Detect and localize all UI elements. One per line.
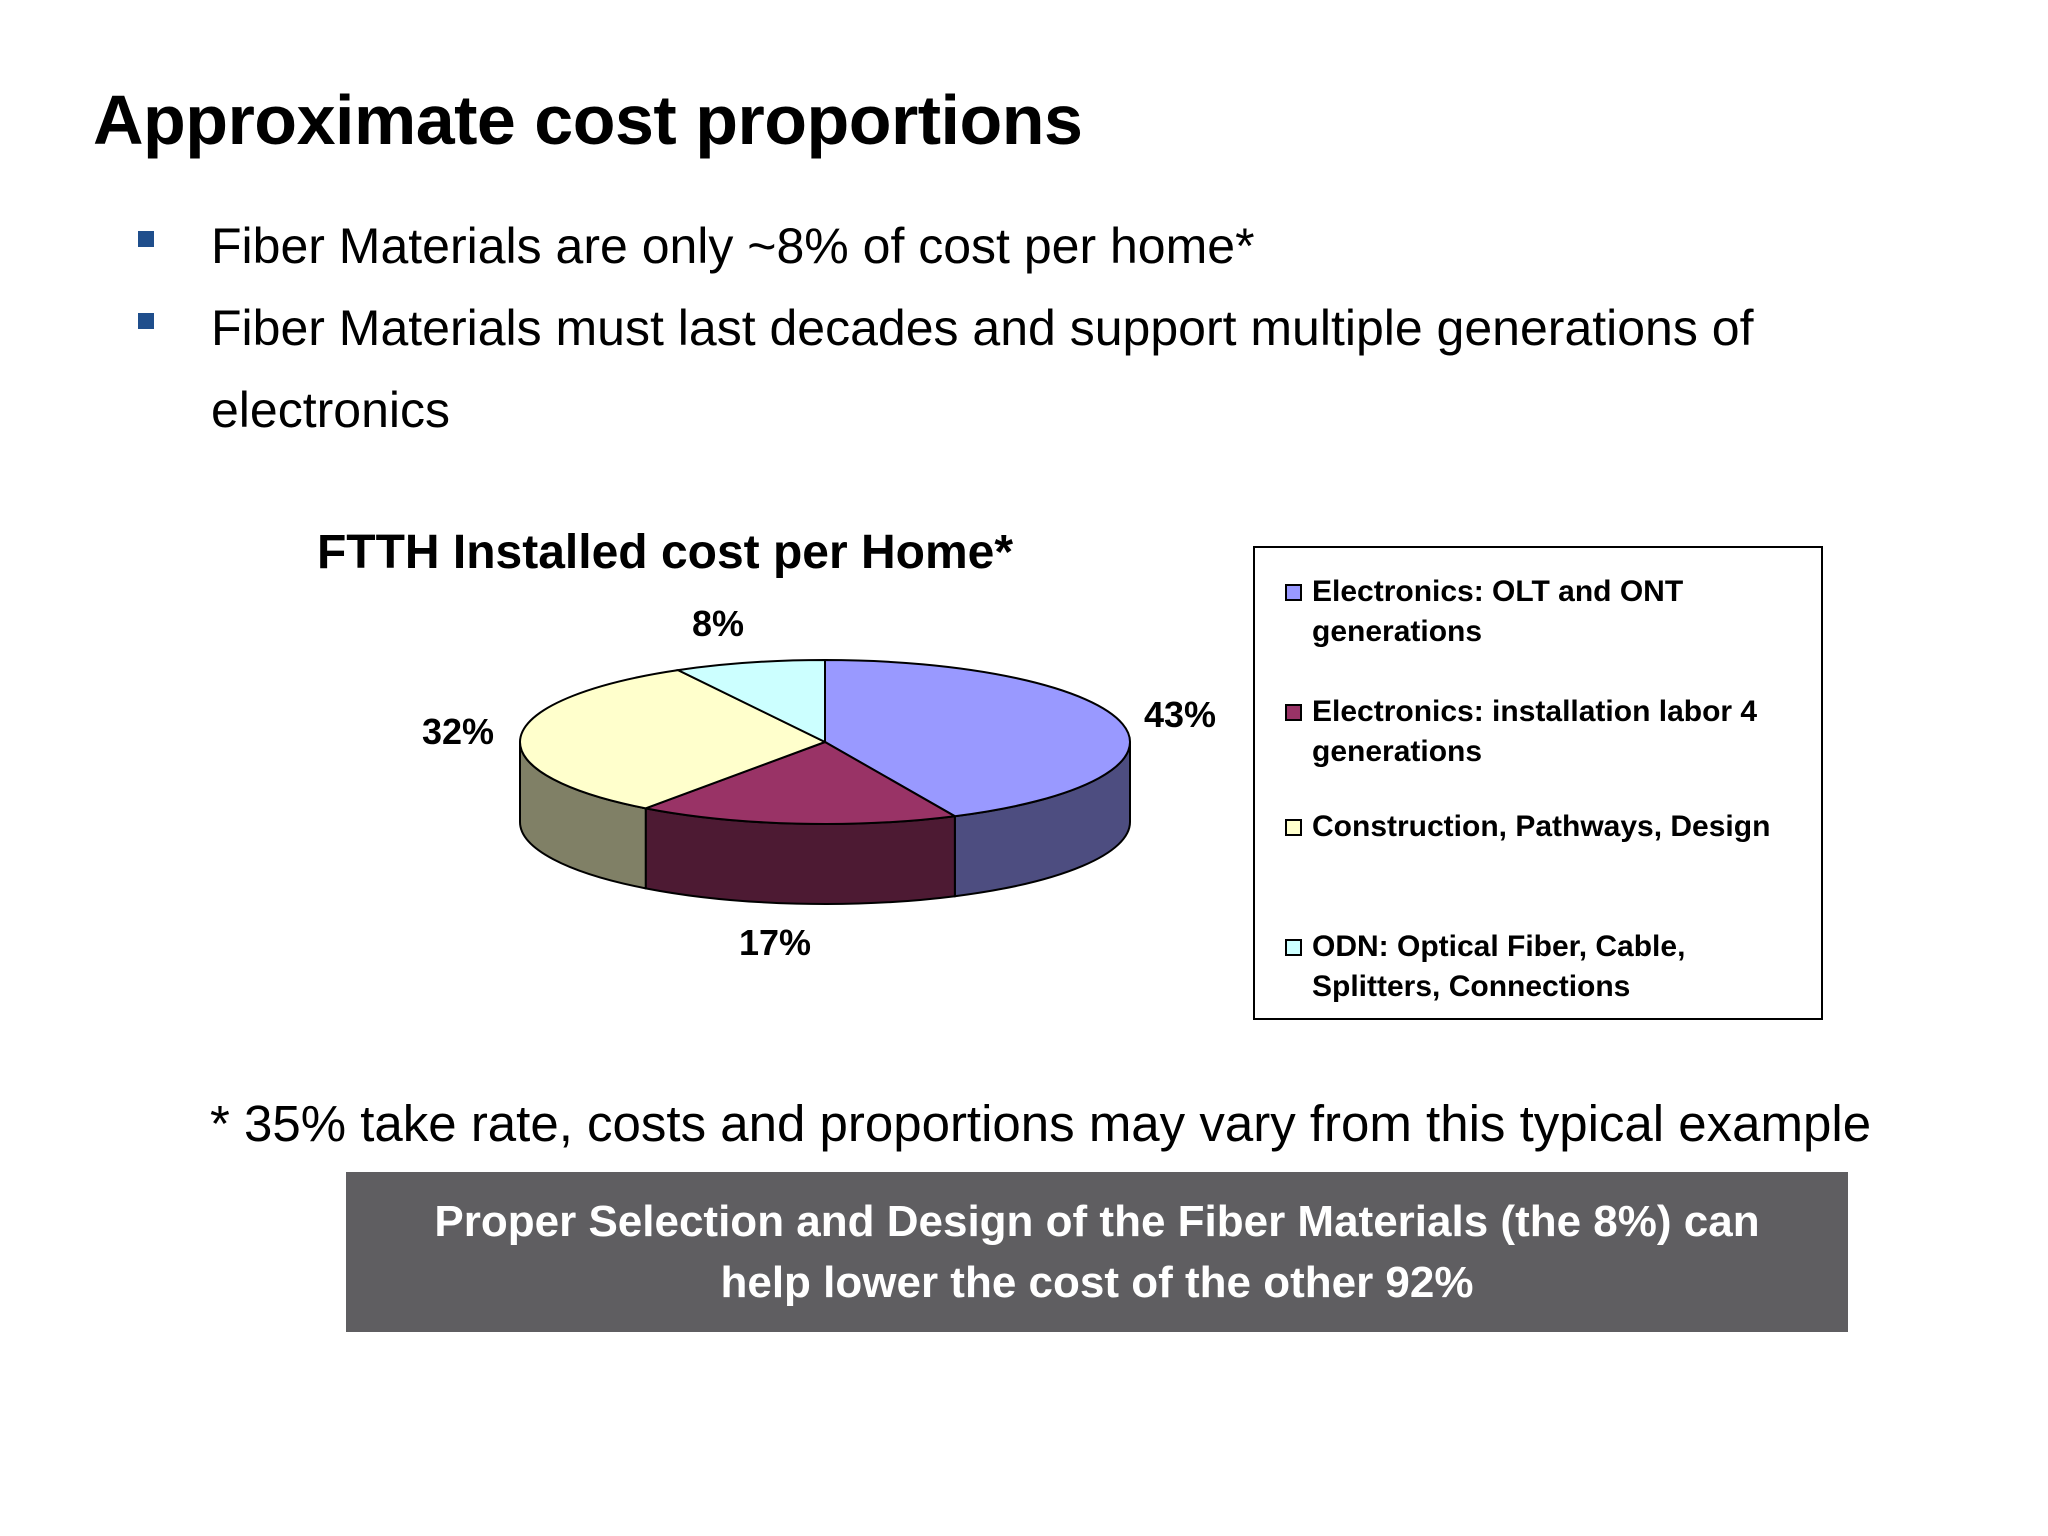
square-bullet-icon [138, 231, 154, 247]
legend-label: ODN: Optical Fiber, Cable, Splitters, Co… [1312, 930, 1686, 1003]
legend-item: ODN: Optical Fiber, Cable, Splitters, Co… [1285, 927, 1805, 1007]
pie-slice [519, 669, 828, 810]
bullet-item: Fiber Materials are only ~8% of cost per… [133, 205, 1953, 287]
data-label: 17% [739, 922, 811, 963]
legend-item: Electronics: OLT and ONT generations [1285, 572, 1805, 652]
legend-swatch [1285, 819, 1302, 836]
callout-text: Proper Selection and Design of the Fiber… [434, 1197, 1760, 1307]
bullet-list: Fiber Materials are only ~8% of cost per… [133, 205, 1953, 451]
legend-swatch [1285, 584, 1302, 601]
bullet-item: Fiber Materials must last decades and su… [133, 287, 1953, 451]
legend-label: Construction, Pathways, Design [1312, 810, 1771, 843]
pie-slice [674, 658, 826, 744]
legend-label: Electronics: installation labor 4 genera… [1312, 695, 1758, 768]
chart-legend: Electronics: OLT and ONT generations Elec… [1253, 546, 1823, 1020]
pie-top [519, 658, 1131, 825]
callout-banner: Proper Selection and Design of the Fiber… [346, 1172, 1848, 1332]
legend-swatch [1285, 704, 1302, 721]
footnote: * 35% take rate, costs and proportions m… [210, 1095, 1872, 1152]
data-label: 32% [422, 711, 494, 752]
bullet-text: Fiber Materials must last decades and su… [211, 300, 1754, 438]
bullet-text: Fiber Materials are only ~8% of cost per… [211, 218, 1255, 274]
legend-item: Construction, Pathways, Design [1285, 807, 1805, 847]
pie-chart: FTTH Installed cost per Home* 43% 17% 32% 8% [317, 526, 1216, 963]
data-label: 43% [1144, 694, 1216, 735]
square-bullet-icon [138, 313, 154, 329]
data-label: 8% [692, 603, 744, 644]
pie-slice [824, 658, 1131, 818]
pie-slice [642, 740, 958, 825]
slide-title: Approximate cost proportions [93, 81, 1083, 159]
legend-item: Electronics: installation labor 4 genera… [1285, 692, 1805, 772]
legend-swatch [1285, 939, 1302, 956]
legend-label: Electronics: OLT and ONT generations [1312, 575, 1684, 648]
chart-title: FTTH Installed cost per Home* [317, 526, 1013, 579]
